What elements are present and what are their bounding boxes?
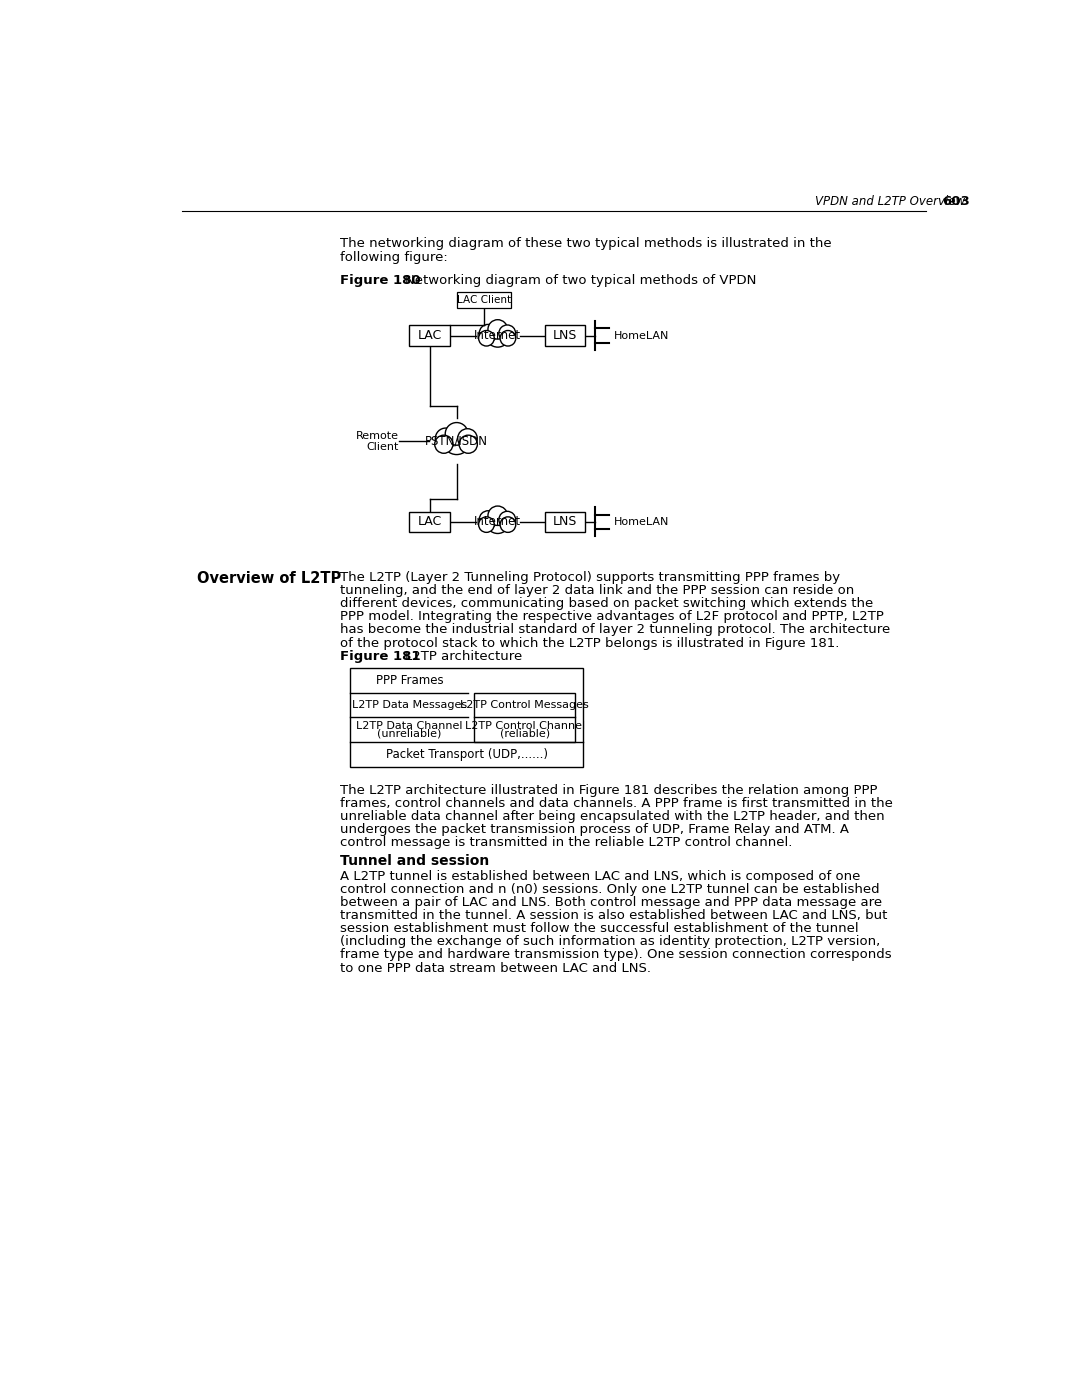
Text: LNS: LNS (553, 515, 578, 528)
Text: session establishment must follow the successful establishment of the tunnel: session establishment must follow the su… (339, 922, 859, 935)
Text: The networking diagram of these two typical methods is illustrated in the: The networking diagram of these two typi… (339, 236, 832, 250)
Text: Tunnel and session: Tunnel and session (339, 855, 489, 869)
Text: Overview of L2TP: Overview of L2TP (197, 571, 341, 587)
Text: Figure 181: Figure 181 (339, 650, 420, 664)
Circle shape (458, 429, 477, 448)
Text: A L2TP tunnel is established between LAC and LNS, which is composed of one: A L2TP tunnel is established between LAC… (339, 870, 860, 883)
Circle shape (480, 324, 497, 342)
Circle shape (435, 427, 456, 448)
Text: (including the exchange of such information as identity protection, L2TP version: (including the exchange of such informat… (339, 936, 880, 949)
Circle shape (488, 320, 508, 339)
Text: Internet: Internet (474, 330, 522, 342)
Text: L2TP Data Channel: L2TP Data Channel (356, 721, 462, 731)
Text: frame type and hardware transmission type). One session connection corresponds: frame type and hardware transmission typ… (339, 949, 891, 961)
Text: frames, control channels and data channels. A PPP frame is first transmitted in : frames, control channels and data channe… (339, 796, 892, 810)
Bar (545, 326, 585, 345)
Text: tunneling, and the end of layer 2 data link and the PPP session can reside on: tunneling, and the end of layer 2 data l… (339, 584, 854, 597)
Circle shape (500, 517, 516, 532)
Text: Remote: Remote (355, 430, 399, 440)
Bar (474, 693, 576, 742)
Text: following figure:: following figure: (339, 251, 447, 264)
Circle shape (435, 436, 453, 453)
Text: Packet Transport (UDP,......): Packet Transport (UDP,......) (386, 747, 548, 761)
Text: The L2TP architecture illustrated in Figure 181 describes the relation among PPP: The L2TP architecture illustrated in Fig… (339, 784, 877, 796)
Text: control message is transmitted in the reliable L2TP control channel.: control message is transmitted in the re… (339, 835, 792, 849)
Text: L2TP architecture: L2TP architecture (405, 650, 522, 664)
Text: L2TP Control Messages: L2TP Control Messages (460, 700, 590, 710)
Text: L2TP Control Channel: L2TP Control Channel (464, 721, 585, 731)
Circle shape (500, 331, 516, 346)
Text: Internet: Internet (474, 515, 522, 528)
Text: (reliable): (reliable) (500, 728, 550, 739)
Circle shape (443, 427, 470, 454)
Text: control connection and n (n0) sessions. Only one L2TP tunnel can be established: control connection and n (n0) sessions. … (339, 883, 879, 895)
Text: transmitted in the tunnel. A session is also established between LAC and LNS, bu: transmitted in the tunnel. A session is … (339, 909, 887, 922)
Text: LAC: LAC (417, 330, 442, 342)
Text: (unreliable): (unreliable) (377, 728, 442, 739)
Circle shape (478, 517, 495, 532)
Text: undergoes the packet transmission process of UDP, Frame Relay and ATM. A: undergoes the packet transmission proces… (339, 823, 849, 835)
Circle shape (478, 331, 495, 346)
Bar (457, 292, 511, 307)
Text: HomeLAN: HomeLAN (613, 517, 670, 527)
Circle shape (499, 326, 515, 342)
Text: VPDN and L2TP Overview: VPDN and L2TP Overview (815, 196, 966, 208)
Text: HomeLAN: HomeLAN (613, 331, 670, 341)
Circle shape (480, 511, 497, 528)
Bar (409, 326, 449, 345)
Text: Figure 180: Figure 180 (339, 274, 420, 288)
Text: PSTN/ISDN: PSTN/ISDN (426, 434, 488, 447)
Text: of the protocol stack to which the L2TP belongs is illustrated in Figure 181.: of the protocol stack to which the L2TP … (339, 637, 839, 650)
Text: Client: Client (366, 441, 399, 453)
Text: The L2TP (Layer 2 Tunneling Protocol) supports transmitting PPP frames by: The L2TP (Layer 2 Tunneling Protocol) su… (339, 571, 840, 584)
Circle shape (486, 324, 510, 346)
Text: different devices, communicating based on packet switching which extends the: different devices, communicating based o… (339, 598, 873, 610)
Text: LAC: LAC (417, 515, 442, 528)
Circle shape (445, 422, 468, 446)
Circle shape (459, 436, 477, 453)
Text: has become the industrial standard of layer 2 tunneling protocol. The architectu: has become the industrial standard of la… (339, 623, 890, 637)
Text: LNS: LNS (553, 330, 578, 342)
Circle shape (488, 506, 508, 525)
Text: LAC Client: LAC Client (457, 295, 511, 305)
Circle shape (486, 510, 510, 534)
Text: between a pair of LAC and LNS. Both control message and PPP data message are: between a pair of LAC and LNS. Both cont… (339, 895, 881, 909)
Text: L2TP Data Messages: L2TP Data Messages (352, 700, 467, 710)
Text: unreliable data channel after being encapsulated with the L2TP header, and then: unreliable data channel after being enca… (339, 810, 885, 823)
Text: PPP model. Integrating the respective advantages of L2F protocol and PPTP, L2TP: PPP model. Integrating the respective ad… (339, 610, 883, 623)
Text: PPP Frames: PPP Frames (376, 673, 443, 687)
Bar (409, 511, 449, 532)
Text: 603: 603 (943, 196, 970, 208)
Text: Networking diagram of two typical methods of VPDN: Networking diagram of two typical method… (405, 274, 756, 288)
Text: to one PPP data stream between LAC and LNS.: to one PPP data stream between LAC and L… (339, 961, 650, 975)
Circle shape (499, 511, 515, 528)
Bar (350, 668, 583, 767)
Bar (545, 511, 585, 532)
